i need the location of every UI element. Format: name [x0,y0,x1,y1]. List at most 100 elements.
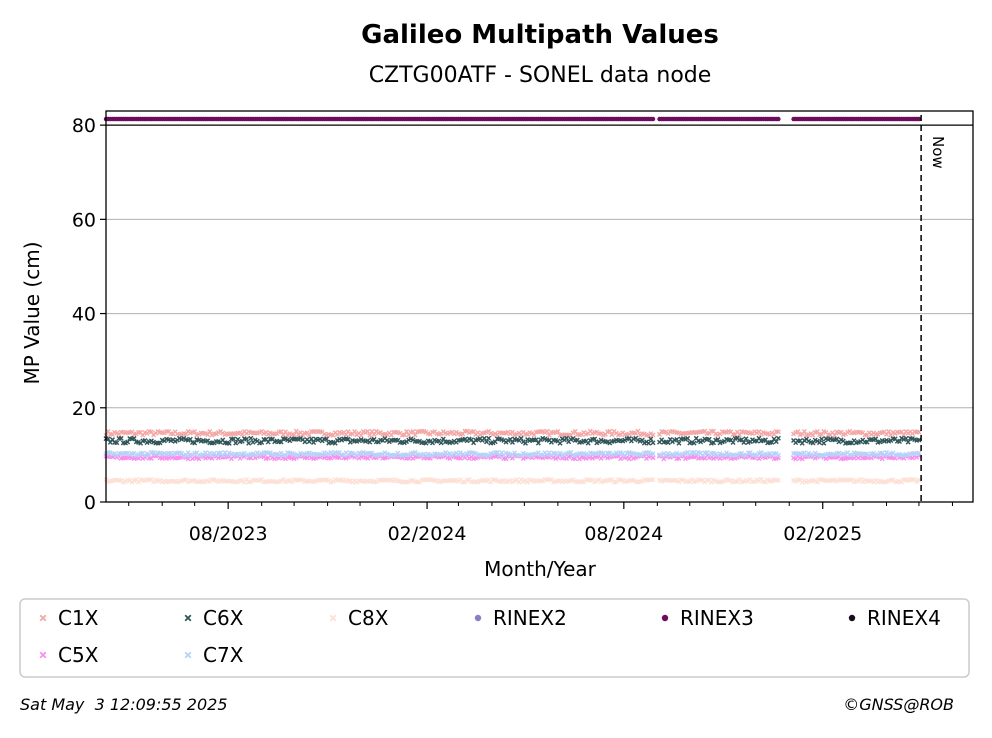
data-point-c6x [131,435,137,441]
data-point-c6x [819,436,825,442]
data-point-c1x [291,432,297,438]
data-point-c1x [367,432,373,438]
data-point-c1x [544,428,550,434]
data-point-c6x [741,440,747,446]
data-point-c6x [592,436,598,442]
data-point-c6x [674,436,680,442]
data-point-c6x [187,436,193,442]
legend-label-rinex3: RINEX3 [680,606,754,630]
y-tick-label: 80 [72,115,96,137]
data-point-c6x [244,436,250,442]
data-point-c1x [795,429,801,435]
y-tick-label: 0 [84,492,96,514]
data-point-c6x [730,440,736,446]
data-point-c1x [352,429,358,435]
data-point-c5x [650,455,656,461]
data-point-c6x [265,439,271,445]
data-point-c6x [308,436,314,442]
legend-label-c5x: C5X [58,643,99,667]
data-point-c6x [743,436,749,442]
data-point-c1x [207,428,213,434]
data-point-c6x [873,436,879,442]
y-tick-label: 40 [72,304,96,326]
x-axis-ticks: 08/2023 02/2024 08/2024 02/2025 [128,502,953,545]
x-tick-label: 08/2024 [584,523,663,545]
now-marker: Now [920,115,947,502]
data-point-c6x [646,440,652,446]
data-point-c6x [706,436,712,442]
data-point-c6x [484,439,490,445]
data-point-c7x [916,450,922,456]
data-point-c1x [832,432,838,438]
data-point-c6x [226,440,232,446]
data-point-c1x [635,428,641,434]
legend-label-c8x: C8X [348,606,389,630]
data-point-c1x [736,432,742,438]
data-point-c6x [665,440,671,446]
data-point-c1x [609,432,615,438]
legend-label-c7x: C7X [203,643,244,667]
data-point-c6x [535,440,541,446]
data-point-c1x [901,432,907,438]
data-point-c6x [481,435,487,441]
data-point-c6x [278,439,284,445]
data-point-c1x [916,429,922,435]
data-point-c1x [572,428,578,434]
data-point-c6x [324,436,330,442]
legend-label-c1x: C1X [58,606,99,630]
data-point-c6x [916,437,922,443]
data-point-c6x [231,436,237,442]
y-grid [106,124,973,503]
data-point-c6x [773,439,779,445]
data-point-c1x [192,429,198,435]
data-point-c6x [676,440,682,446]
legend-marker-rinex4 [848,614,856,622]
data-points [103,116,922,485]
data-point-c1x [371,432,377,438]
plot-frame [105,110,974,503]
legend-marker-c8x [329,614,337,622]
data-point-c6x [685,435,691,441]
data-point-c6x [691,440,697,446]
y-tick-label: 60 [72,209,96,231]
now-label: Now [929,136,947,169]
data-point-c6x [438,440,444,446]
data-point-c8x [775,477,781,483]
footer-timestamp: Sat May 3 12:09:55 2025 [20,695,228,714]
data-point-c1x [801,428,807,434]
legend-label-c6x: C6X [203,606,244,630]
data-point-c1x [607,428,613,434]
y-tick-label: 20 [72,398,96,420]
data-point-c1x [555,429,561,435]
x-axis-label: Month/Year [484,557,597,581]
data-point-c8x [916,477,922,483]
data-point-c6x [821,440,827,446]
data-point-c6x [715,436,721,442]
data-point-c7x [775,452,781,458]
data-point-c1x [401,432,407,438]
data-point-c6x [246,440,252,446]
data-point-c6x [118,435,124,441]
legend-box [19,598,970,678]
data-point-c6x [248,435,254,441]
data-point-c6x [311,440,317,446]
data-point-c6x [816,440,822,446]
x-tick-label: 08/2023 [189,523,268,545]
legend-label-rinex2: RINEX2 [493,606,567,630]
y-axis-label: MP Value (cm) [20,241,44,384]
data-point-c1x [410,429,416,435]
data-point-c6x [233,440,239,446]
data-point-c6x [192,440,198,446]
data-point-c6x [648,436,654,442]
data-point-c6x [125,439,131,445]
data-point-c6x [896,438,902,444]
data-point-c7x [650,451,656,457]
footer-credit: ©GNSS@ROB [843,695,954,714]
chart-title: Galileo Multipath Values [361,20,719,50]
data-point-c6x [903,436,909,441]
legend-marker-c1x [39,614,47,622]
x-tick-label: 02/2025 [783,523,862,545]
data-point-c1x [412,432,418,438]
data-point-c1x [404,428,410,434]
